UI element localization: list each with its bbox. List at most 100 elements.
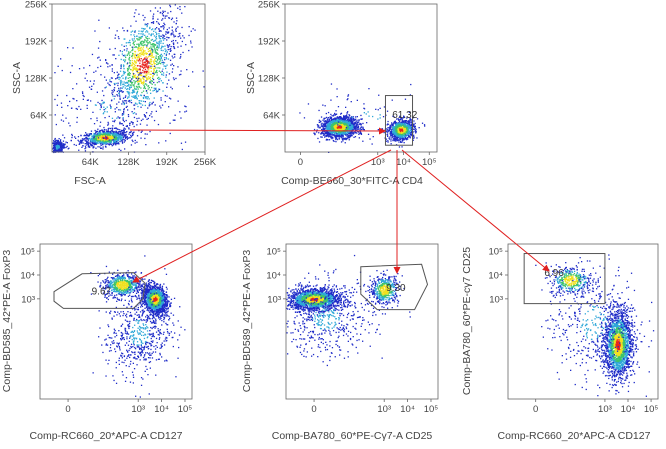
- event-dot: [102, 140, 103, 141]
- event-dot: [357, 124, 358, 125]
- event-dot: [126, 131, 127, 132]
- event-dot: [112, 137, 113, 138]
- event-dot: [158, 142, 159, 143]
- event-dot: [159, 78, 160, 79]
- event-dot: [160, 97, 161, 98]
- event-dot: [345, 142, 346, 143]
- event-dot: [150, 42, 151, 43]
- event-dot: [338, 131, 339, 132]
- event-dot: [131, 83, 132, 84]
- event-dot: [107, 143, 108, 144]
- event-dot: [150, 93, 151, 94]
- event-dot: [54, 150, 55, 151]
- event-dot: [144, 71, 145, 72]
- event-dot: [106, 137, 107, 138]
- event-dot: [157, 45, 158, 46]
- event-dot: [165, 68, 166, 69]
- event-dot: [143, 19, 144, 20]
- event-dot: [146, 71, 147, 72]
- event-dot: [110, 85, 111, 86]
- event-dot: [146, 47, 147, 48]
- event-dot: [117, 91, 118, 92]
- event-dot: [346, 115, 347, 116]
- event-dot: [165, 51, 166, 52]
- event-dot: [99, 141, 100, 142]
- event-dot: [353, 116, 354, 117]
- event-dot: [185, 44, 186, 45]
- event-dot: [148, 118, 149, 119]
- event-dot: [147, 98, 148, 99]
- event-dot: [175, 115, 176, 116]
- event-dot: [140, 107, 141, 108]
- event-dot: [92, 54, 93, 55]
- event-dot: [77, 117, 78, 118]
- event-dot: [188, 50, 189, 51]
- event-dot: [144, 44, 145, 45]
- event-dot: [112, 121, 113, 122]
- event-dot: [147, 23, 148, 24]
- event-dot: [61, 143, 62, 144]
- event-dot: [138, 78, 139, 79]
- event-dot: [102, 131, 103, 132]
- event-dot: [150, 35, 151, 36]
- event-dot: [59, 150, 60, 151]
- event-dot: [143, 101, 144, 102]
- event-dot: [78, 106, 79, 107]
- event-dot: [91, 141, 92, 142]
- event-dot: [172, 18, 173, 19]
- event-dot: [95, 133, 96, 134]
- event-dot: [105, 59, 106, 60]
- event-dot: [153, 14, 154, 15]
- event-dot: [148, 85, 149, 86]
- event-dot: [177, 42, 178, 43]
- event-dot: [67, 105, 68, 106]
- event-dot: [327, 127, 328, 128]
- event-dot: [165, 66, 166, 67]
- event-dot: [58, 66, 59, 67]
- event-dot: [173, 120, 174, 121]
- event-dot: [146, 112, 147, 113]
- event-dot: [149, 115, 150, 116]
- event-dot: [104, 109, 105, 110]
- event-dot: [160, 12, 161, 13]
- event-dot: [146, 96, 147, 97]
- event-dot: [122, 143, 123, 144]
- event-dot: [116, 138, 117, 139]
- event-dot: [126, 50, 127, 51]
- event-dot: [152, 66, 153, 67]
- event-dot: [147, 40, 148, 41]
- event-dot: [71, 137, 72, 138]
- event-dot: [159, 89, 160, 90]
- event-dot: [176, 18, 177, 19]
- event-dot: [325, 133, 326, 134]
- event-dot: [137, 87, 138, 88]
- event-dot: [176, 23, 177, 24]
- event-dot: [144, 65, 145, 66]
- event-dot: [124, 139, 125, 140]
- event-dot: [120, 99, 121, 100]
- event-dot: [166, 74, 167, 75]
- event-dot: [85, 132, 86, 133]
- event-dot: [117, 30, 118, 31]
- event-dot: [152, 43, 153, 44]
- event-dot: [132, 40, 133, 41]
- event-dot: [158, 47, 159, 48]
- event-dot: [110, 128, 111, 129]
- event-dot: [95, 71, 96, 72]
- event-dot: [141, 58, 142, 59]
- event-dot: [103, 112, 104, 113]
- event-dot: [173, 77, 174, 78]
- event-dot: [144, 35, 145, 36]
- event-dot: [424, 125, 425, 126]
- event-dot: [320, 133, 321, 134]
- event-dot: [133, 113, 134, 114]
- event-dot: [85, 78, 86, 79]
- event-dot: [106, 129, 107, 130]
- event-dot: [59, 138, 60, 139]
- event-dot: [128, 92, 129, 93]
- event-dot: [131, 56, 132, 57]
- event-dot: [326, 121, 327, 122]
- event-dot: [112, 128, 113, 129]
- event-dot: [141, 82, 142, 83]
- event-dot: [102, 148, 103, 149]
